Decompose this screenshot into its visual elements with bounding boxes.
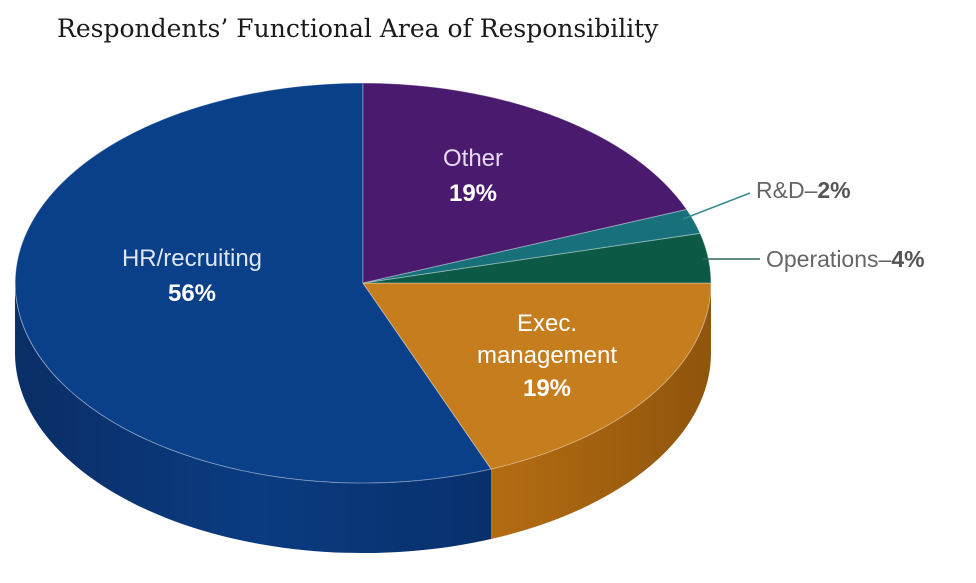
rd-callout-label: R&D (756, 177, 805, 203)
hr-recruiting-slice (14, 82, 492, 484)
exec-management-label-line2: management (477, 342, 617, 369)
other-slice (362, 82, 688, 284)
exec-management-slice-side (491, 283, 711, 539)
rd-leader-line (682, 192, 751, 220)
exec-management-slice (362, 282, 712, 470)
hr-recruiting-label: HR/recruiting (122, 245, 262, 272)
operations-callout-value: 4% (891, 246, 924, 272)
rd-callout-value: 2% (817, 177, 850, 203)
other-label: Other (443, 145, 503, 172)
exec-management-value: 19% (523, 375, 571, 402)
operations-callout: Operations–4% (766, 246, 925, 272)
chart-title: Respondents’ Functional Area of Responsi… (57, 14, 659, 43)
hr-recruiting-slice-side (14, 283, 492, 554)
operations-callout-label: Operations (766, 246, 879, 272)
other-value: 19% (449, 180, 497, 207)
rd-slice (362, 208, 701, 284)
operations-slice (362, 232, 712, 284)
rd-callout: R&D–2% (756, 177, 851, 203)
hr-recruiting-value: 56% (168, 280, 216, 307)
exec-management-label-line1: Exec. (517, 310, 577, 337)
